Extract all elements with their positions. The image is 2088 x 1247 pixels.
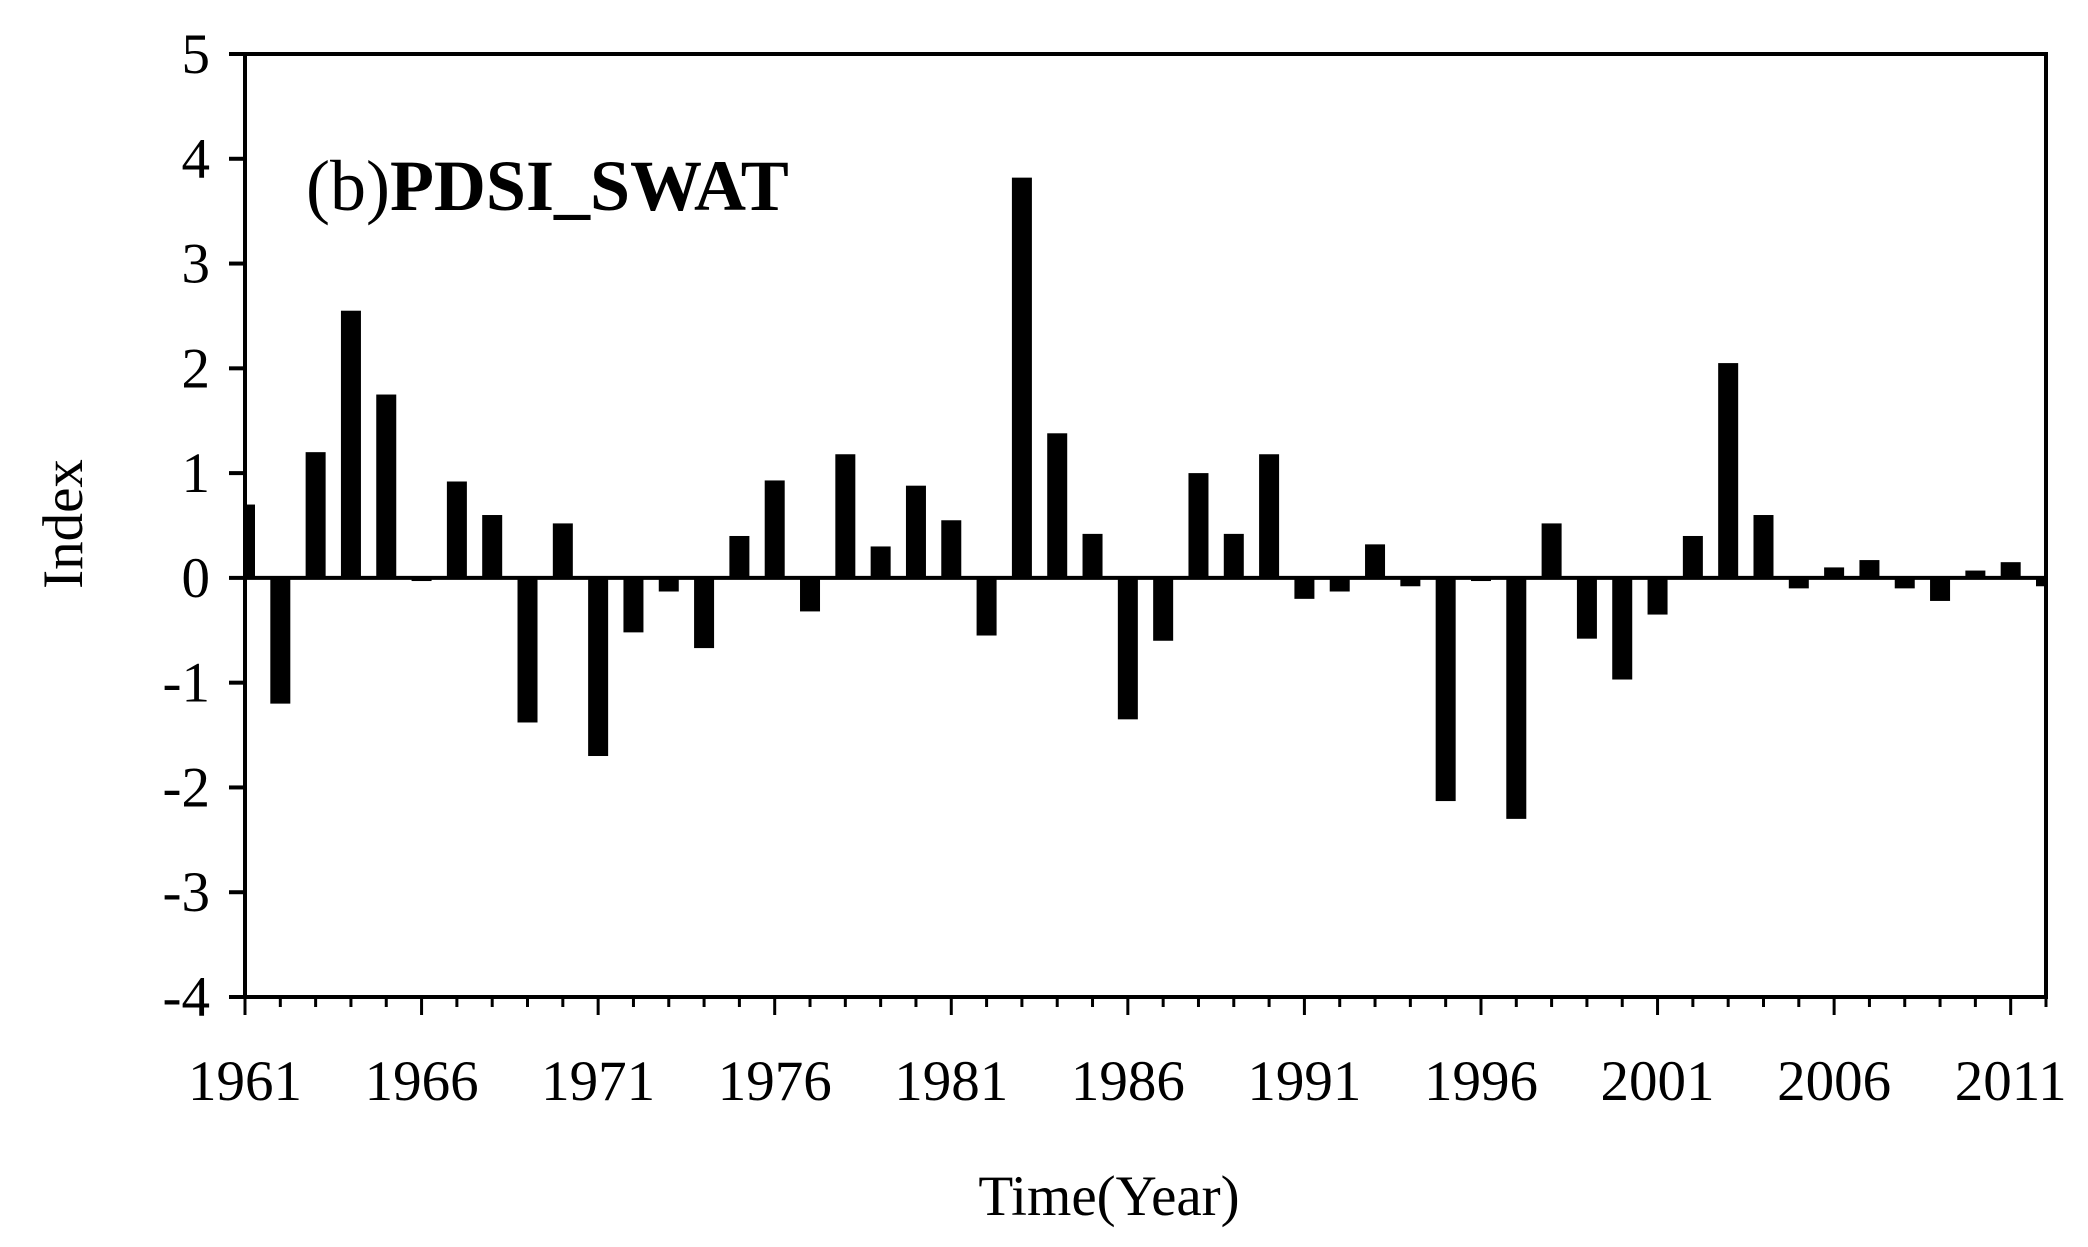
x-tick-label: 1981 — [894, 1050, 1008, 1113]
bar-2012 — [2036, 577, 2046, 587]
bar-1992 — [1329, 577, 1350, 592]
bar-1967 — [446, 481, 467, 578]
bar-1989 — [1223, 533, 1244, 578]
x-tick-label: 1961 — [188, 1050, 302, 1113]
x-tick-label: 1986 — [1071, 1050, 1185, 1113]
y-axis-title: Index — [32, 459, 95, 589]
bar-1995 — [1435, 577, 1456, 802]
bar-1973 — [658, 577, 679, 592]
bar-1961 — [245, 504, 255, 578]
bar-2009 — [1930, 577, 1951, 601]
bar-2008 — [1894, 577, 1915, 589]
x-tick-label: 1991 — [1247, 1050, 1361, 1113]
x-axis-title: Time(Year) — [978, 1165, 1239, 1228]
bar-1974 — [694, 577, 715, 649]
y-tick-label: 1 — [182, 442, 211, 505]
y-tick-label: -1 — [163, 652, 210, 715]
bar-1971 — [588, 577, 609, 757]
y-tick-label: 3 — [182, 233, 211, 296]
bar-1984 — [1047, 433, 1068, 578]
x-tick-label: 2011 — [1955, 1050, 2067, 1113]
bar-1964 — [340, 310, 361, 578]
bar-1970 — [552, 523, 573, 578]
bar-series — [245, 177, 2046, 819]
bar-1985 — [1082, 533, 1103, 578]
x-tick-label: 1976 — [718, 1050, 832, 1113]
bar-1965 — [376, 394, 397, 578]
bar-2005 — [1788, 577, 1809, 589]
y-tick-label: -3 — [163, 861, 210, 924]
bar-1987 — [1153, 577, 1174, 641]
y-tick-label: 0 — [182, 547, 211, 610]
x-tick-label: 1971 — [541, 1050, 655, 1113]
bar-2007 — [1859, 560, 1880, 578]
panel-label-main: PDSI_SWAT — [390, 146, 789, 226]
y-tick-label: 4 — [182, 128, 211, 191]
bar-2003 — [1718, 363, 1739, 578]
bar-1991 — [1294, 577, 1315, 599]
y-axis: 5 4 3 2 1 0 -1 -2 -3 -4 — [163, 23, 245, 1029]
bar-1986 — [1117, 577, 1138, 720]
bar-2006 — [1824, 567, 1845, 578]
bar-1978 — [835, 454, 856, 578]
bar-1981 — [941, 520, 962, 578]
plot-frame — [243, 52, 2048, 999]
bar-2011 — [2000, 562, 2021, 578]
bar-1982 — [976, 577, 997, 636]
panel-label-prefix: (b) — [306, 146, 390, 226]
bar-1997 — [1506, 577, 1527, 819]
bar-1988 — [1188, 473, 1209, 578]
bar-1990 — [1259, 454, 1280, 578]
bar-1980 — [905, 485, 926, 578]
bar-1963 — [305, 452, 326, 578]
x-axis: 1961 1966 1971 1976 1981 1986 1991 1996 2001 2006… — [188, 997, 2067, 1113]
bar-1972 — [623, 577, 644, 633]
panel-label: (b)PDSI_SWAT — [306, 146, 789, 226]
bar-1983 — [1011, 177, 1032, 578]
bar-1969 — [517, 577, 538, 723]
bar-2004 — [1753, 515, 1774, 578]
bar-1962 — [270, 577, 291, 704]
x-tick-label: 2001 — [1601, 1050, 1715, 1113]
y-tick-label: 5 — [182, 23, 211, 86]
bar-1998 — [1541, 523, 1562, 578]
bar-1993 — [1365, 544, 1386, 578]
bar-2001 — [1647, 577, 1668, 615]
y-tick-label: -2 — [163, 756, 210, 819]
y-tick-label: -4 — [163, 966, 210, 1029]
x-tick-label: 2006 — [1777, 1050, 1891, 1113]
bar-1968 — [482, 515, 503, 578]
x-tick-label: 1996 — [1424, 1050, 1538, 1113]
bar-2010 — [1965, 570, 1986, 578]
y-tick-label: 2 — [182, 337, 211, 400]
bar-1979 — [870, 546, 891, 578]
bar-1976 — [764, 480, 785, 578]
bar-2000 — [1612, 577, 1633, 680]
bar-2002 — [1682, 535, 1703, 578]
bar-1975 — [729, 535, 750, 578]
x-tick-label: 1966 — [365, 1050, 479, 1113]
bar-1977 — [800, 577, 821, 612]
bar-1994 — [1400, 577, 1421, 587]
bar-1999 — [1576, 577, 1597, 639]
